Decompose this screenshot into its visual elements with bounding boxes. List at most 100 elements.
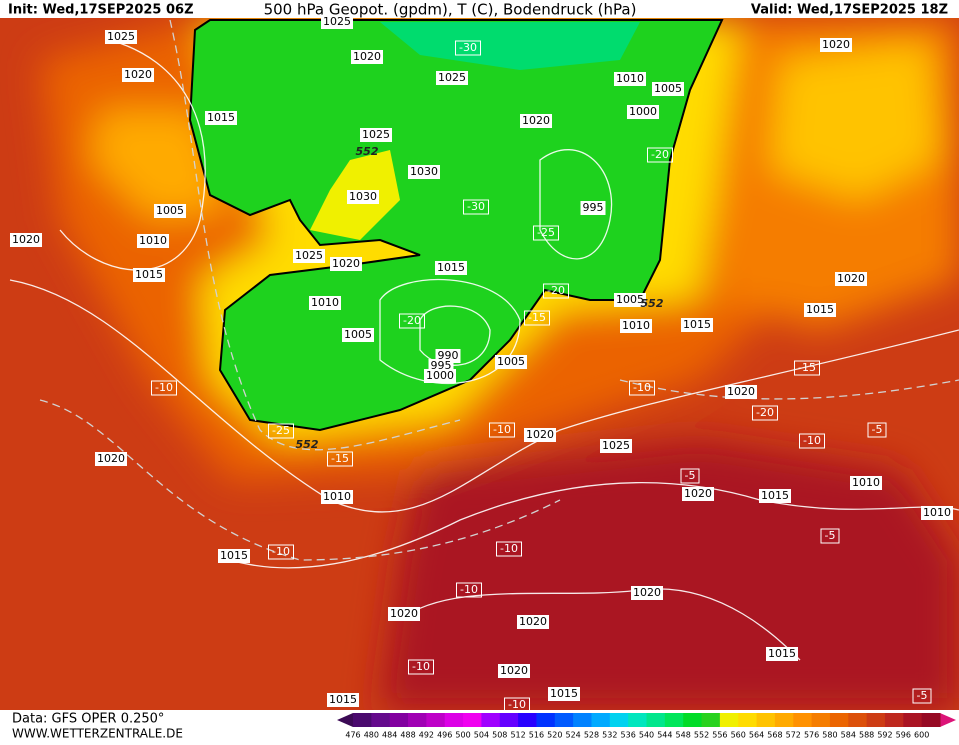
temperature-label-box bbox=[455, 40, 481, 56]
colorbar-segment bbox=[866, 713, 886, 727]
website: WWW.WETTERZENTRALE.DE bbox=[12, 727, 183, 741]
colorbar-label: 504 bbox=[474, 731, 489, 740]
temperature-label: -30 bbox=[459, 41, 477, 54]
pressure-label: 1005 bbox=[497, 355, 525, 368]
pressure-label-box bbox=[435, 261, 467, 275]
pressure-label-box bbox=[218, 549, 250, 563]
pressure-label-box bbox=[580, 201, 606, 215]
colorbar-label: 596 bbox=[896, 731, 911, 740]
pressure-label: 995 bbox=[583, 201, 604, 214]
colorbar-segment bbox=[829, 713, 849, 727]
pressure-label-box bbox=[347, 190, 379, 204]
temperature-label: -25 bbox=[537, 226, 555, 239]
pressure-label: 1020 bbox=[727, 385, 755, 398]
pressure-label-box bbox=[652, 82, 684, 96]
pressure-label-box bbox=[327, 693, 359, 707]
pressure-label-box bbox=[631, 586, 663, 600]
pressure-label-box bbox=[520, 114, 552, 128]
pressure-label-box bbox=[627, 105, 659, 119]
temperature-label: -5 bbox=[825, 529, 836, 542]
pressure-label: 1020 bbox=[522, 114, 550, 127]
colorbar-label: 552 bbox=[694, 731, 709, 740]
pressure-label: 1025 bbox=[438, 71, 466, 84]
pressure-label-box bbox=[293, 249, 325, 263]
temperature-label: -10 bbox=[155, 381, 173, 394]
pressure-label: 1010 bbox=[923, 506, 951, 519]
pressure-label: 995 bbox=[431, 359, 452, 372]
colorbar-segment bbox=[921, 713, 941, 727]
colorbar-label: 584 bbox=[841, 731, 856, 740]
pressure-label-box bbox=[205, 111, 237, 125]
pressure-label-box bbox=[921, 506, 953, 520]
pressure-label-box bbox=[330, 257, 362, 271]
pressure-label: 1020 bbox=[390, 607, 418, 620]
height-label: 552 bbox=[356, 145, 379, 158]
data-source: Data: GFS OPER 0.250° bbox=[12, 712, 164, 727]
colorbar-label: 496 bbox=[437, 731, 452, 740]
pressure-label-box bbox=[498, 664, 530, 678]
colorbar-label: 600 bbox=[914, 731, 929, 740]
colorbar-segment bbox=[499, 713, 519, 727]
init-time: Init: Wed,17SEP2025 06Z bbox=[8, 3, 194, 18]
temperature-label: -5 bbox=[917, 689, 928, 702]
colorbar-segment bbox=[701, 713, 721, 727]
pressure-label-box bbox=[600, 439, 632, 453]
pressure-label-box bbox=[321, 490, 353, 504]
colorbar-segment bbox=[554, 713, 574, 727]
colorbar-label: 484 bbox=[382, 731, 397, 740]
colorbar-segment bbox=[738, 713, 758, 727]
pressure-label: 1020 bbox=[97, 452, 125, 465]
pressure-label: 1020 bbox=[684, 487, 712, 500]
temperature-label-box bbox=[647, 147, 673, 163]
temperature-label-box bbox=[524, 310, 550, 326]
colorbar-segment bbox=[481, 713, 501, 727]
colorbar-segment bbox=[518, 713, 537, 727]
temperature-label-box bbox=[399, 313, 425, 329]
colorbar-label: 540 bbox=[639, 731, 654, 740]
pressure-label: 1020 bbox=[500, 664, 528, 677]
colorbar-label: 492 bbox=[419, 731, 434, 740]
temperature-label-box bbox=[543, 283, 569, 299]
pressure-label-box bbox=[309, 296, 341, 310]
colorbar-label: 592 bbox=[877, 731, 892, 740]
temperature-label: -10 bbox=[272, 545, 290, 558]
pressure-label: 1015 bbox=[329, 693, 357, 706]
pressure-label: 1015 bbox=[437, 261, 465, 274]
temperature-label-box bbox=[533, 225, 559, 241]
temperature-label: -20 bbox=[756, 406, 774, 419]
colorbar-label: 488 bbox=[400, 731, 415, 740]
colorbar-segment bbox=[609, 713, 629, 727]
temperature-label-box bbox=[327, 451, 353, 467]
pressure-label: 1020 bbox=[633, 586, 661, 599]
colorbar-label: 512 bbox=[510, 731, 525, 740]
pressure-label: 1030 bbox=[410, 165, 438, 178]
pressure-label: 1015 bbox=[207, 111, 235, 124]
pressure-label: 1020 bbox=[519, 615, 547, 628]
pressure-label: 1010 bbox=[311, 296, 339, 309]
colorbar-segment bbox=[353, 713, 372, 727]
height-label: 552 bbox=[641, 297, 664, 310]
pressure-label: 1015 bbox=[550, 687, 578, 700]
pressure-label: 1020 bbox=[837, 272, 865, 285]
temperature-label: -5 bbox=[685, 469, 696, 482]
pressure-label: 1005 bbox=[344, 328, 372, 341]
pressure-label: 1015 bbox=[220, 549, 248, 562]
pressure-label: 1020 bbox=[12, 233, 40, 246]
pressure-label: 1015 bbox=[135, 268, 163, 281]
pressure-label: 1015 bbox=[761, 489, 789, 502]
colorbar-segment bbox=[756, 713, 776, 727]
pressure-label-box bbox=[766, 647, 798, 661]
colorbar-label: 548 bbox=[676, 731, 691, 740]
colorbar-label: 500 bbox=[455, 731, 470, 740]
temperature-label: -10 bbox=[412, 660, 430, 673]
map-title: 500 hPa Geopot. (gpdm), T (C), Bodendruc… bbox=[264, 1, 637, 19]
pressure-label-box bbox=[95, 452, 127, 466]
temperature-label: -10 bbox=[460, 583, 478, 596]
temperature-label-box bbox=[794, 360, 820, 376]
colorbar-segment bbox=[628, 713, 647, 727]
temperature-label: -15 bbox=[798, 361, 816, 374]
height-label: 552 bbox=[296, 438, 319, 451]
isotherms bbox=[39, 19, 959, 561]
colorbar-arrow-left bbox=[337, 713, 353, 727]
temperature-label-box bbox=[268, 423, 294, 439]
